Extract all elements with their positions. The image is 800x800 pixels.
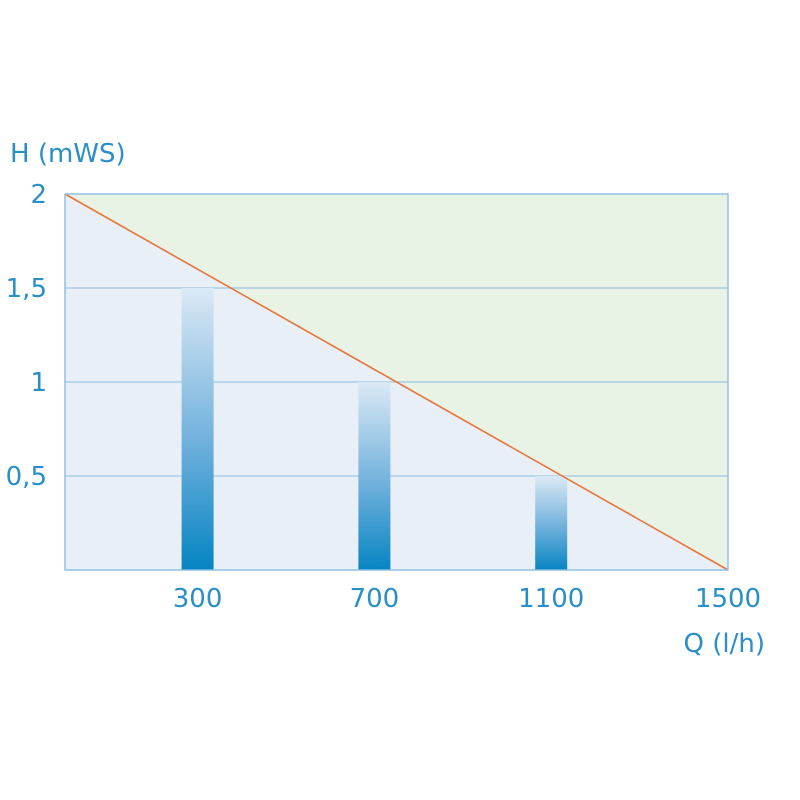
bar-1100 [535, 476, 568, 570]
y-tick-label: 1,5 [6, 274, 47, 304]
performance-line [64, 193, 729, 571]
bars [181, 288, 568, 570]
x-tick-label: 1500 [695, 584, 761, 614]
x-tick-label: 300 [173, 584, 223, 614]
y-axis-label: H (mWS) [10, 139, 126, 169]
plot-frame [64, 193, 729, 571]
y-tick-labels: 0,5 1 1,5 2 [6, 180, 47, 492]
x-tick-label: 1100 [518, 584, 584, 614]
bar-300 [181, 288, 214, 570]
bar-700 [358, 382, 391, 570]
x-tick-label: 700 [350, 584, 400, 614]
x-tick-labels: 300 700 1100 1500 [173, 584, 761, 614]
y-tick-label: 0,5 [6, 462, 47, 492]
x-axis-label: Q (l/h) [684, 629, 765, 659]
y-tick-label: 2 [30, 180, 47, 210]
y-tick-label: 1 [30, 368, 47, 398]
